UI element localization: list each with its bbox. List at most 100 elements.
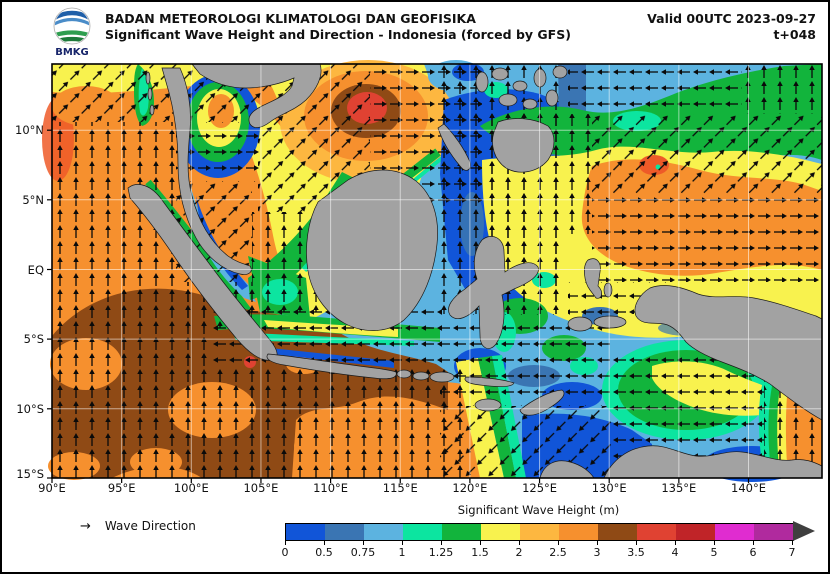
valid-time: Valid 00UTC 2023-09-27 bbox=[647, 11, 816, 26]
lon-tick-label: 100°E bbox=[173, 481, 209, 495]
lon-tick-label: 135°E bbox=[661, 481, 697, 495]
latitude-axis: 10°N 5°N EQ 5°S 10°S 15°S bbox=[2, 64, 48, 481]
lon-tick-label: 95°E bbox=[107, 481, 136, 495]
land-sumba bbox=[474, 398, 502, 412]
lat-tick-label: 10°N bbox=[15, 123, 44, 138]
lat-tick-label: 5°S bbox=[23, 332, 44, 347]
land-seram bbox=[593, 315, 627, 329]
product-title: Significant Wave Height and Direction - … bbox=[105, 27, 571, 42]
colorbar-tick-label: 7 bbox=[788, 546, 796, 559]
land-visayas bbox=[475, 65, 568, 110]
lon-tick-label: 90°E bbox=[38, 481, 66, 495]
colorbar-segment bbox=[598, 524, 637, 540]
colorbar-segment bbox=[715, 524, 754, 540]
land-palawan bbox=[437, 123, 471, 171]
colorbar-tick-label: 5 bbox=[710, 546, 718, 559]
forecast-step: t+048 bbox=[773, 27, 816, 42]
lat-tick-label: 5°N bbox=[22, 192, 44, 207]
colorbar-tick-label: 1.25 bbox=[428, 546, 454, 559]
lon-tick-label: 140°E bbox=[731, 481, 766, 495]
lat-tick-label: EQ bbox=[27, 262, 44, 277]
colorbar-tick-label: 0.75 bbox=[350, 546, 376, 559]
logo-text: BMKG bbox=[55, 47, 89, 58]
colorbar-tick bbox=[675, 541, 676, 545]
land-sumbawa bbox=[429, 371, 455, 383]
colorbar-tick-label: 4 bbox=[671, 546, 679, 559]
land-bali bbox=[396, 369, 412, 379]
map-frame bbox=[47, 63, 823, 483]
colorbar-segment bbox=[325, 524, 364, 540]
land-papua bbox=[634, 285, 823, 421]
land-halmahera bbox=[584, 258, 602, 299]
land-australia-kimberley bbox=[539, 460, 595, 479]
colorbar-segment bbox=[286, 524, 325, 540]
land-java bbox=[266, 353, 397, 380]
land-australia bbox=[603, 445, 823, 479]
valid-block: Valid 00UTC 2023-09-27 t+048 bbox=[647, 11, 816, 43]
colorbar-tick-labels: 0 0.5 0.75 1 1.25 1.5 2 2.5 3 3.5 4 5 6 7 bbox=[282, 541, 796, 561]
colorbar-segment bbox=[364, 524, 403, 540]
land-flores bbox=[464, 376, 515, 387]
arrow-layer bbox=[52, 64, 822, 478]
bmkg-logo: BMKG bbox=[53, 7, 91, 58]
colorbar-tick-label: 6 bbox=[749, 546, 757, 559]
colorbar-tick-label: 3.5 bbox=[627, 546, 645, 559]
land-mindanao bbox=[492, 118, 555, 173]
colorbar-tick bbox=[636, 541, 637, 545]
wave-direction-label: Wave Direction bbox=[104, 519, 196, 533]
colorbar-segment bbox=[520, 524, 559, 540]
colorbar-tick-label: 1.5 bbox=[471, 546, 489, 559]
grid-layer bbox=[52, 64, 822, 478]
colorbar-tick bbox=[753, 541, 754, 545]
lat-tick-label: 10°S bbox=[16, 401, 44, 416]
colorbar-tick bbox=[480, 541, 481, 545]
land-maluku-1 bbox=[603, 282, 613, 298]
lat-tick-label: 15°S bbox=[16, 467, 44, 481]
land-malay-peninsula bbox=[161, 67, 252, 275]
lon-tick-label: 105°E bbox=[243, 481, 279, 495]
title-block: BADAN METEOROLOGI KLIMATOLOGI DAN GEOFIS… bbox=[105, 11, 571, 43]
colorbar-title: Significant Wave Height (m) bbox=[457, 503, 620, 517]
lon-tick-label: 115°E bbox=[382, 481, 418, 495]
lon-tick-label: 125°E bbox=[522, 481, 558, 495]
colorbar-tick bbox=[285, 541, 286, 545]
colorbar-segment bbox=[637, 524, 676, 540]
agency-title: BADAN METEOROLOGI KLIMATOLOGI DAN GEOFIS… bbox=[105, 11, 476, 26]
colorbar-tick-label: 2 bbox=[515, 546, 523, 559]
colorbar-segment bbox=[676, 524, 715, 540]
land-sulawesi bbox=[448, 236, 539, 349]
colorbar-tick-label: 3 bbox=[593, 546, 601, 559]
colorbar-tick bbox=[714, 541, 715, 545]
longitude-axis: 90°E 95°E 100°E 105°E 110°E 115°E 120°E 125°E 13… bbox=[38, 481, 822, 497]
land-indochina bbox=[156, 63, 322, 128]
wave-direction-arrow-icon: → bbox=[80, 519, 91, 534]
wave-direction-legend: → Wave Direction bbox=[80, 519, 196, 534]
colorbar bbox=[285, 523, 794, 541]
land-lombok bbox=[412, 371, 430, 381]
colorbar-arrow-tip bbox=[793, 521, 815, 541]
colorbar-tick bbox=[402, 541, 403, 545]
colorbar-tick bbox=[324, 541, 325, 545]
colorbar-tick-label: 1 bbox=[398, 546, 406, 559]
land-layer bbox=[127, 63, 823, 479]
lon-tick-label: 110°E bbox=[313, 481, 349, 495]
land-sumatra bbox=[127, 184, 278, 361]
colorbar-tick bbox=[363, 541, 364, 545]
colorbar-tick-label: 0.5 bbox=[315, 546, 333, 559]
colorbar-segment bbox=[403, 524, 442, 540]
lon-tick-label: 130°E bbox=[591, 481, 627, 495]
colorbar-tick-label: 2.5 bbox=[549, 546, 567, 559]
colorbar-tick bbox=[597, 541, 598, 545]
colorbar-tick bbox=[519, 541, 520, 545]
colorbar-tick bbox=[441, 541, 442, 545]
colorbar-tick bbox=[792, 541, 793, 545]
wave-height-map bbox=[42, 60, 823, 483]
colorbar-segment bbox=[481, 524, 520, 540]
colorbar-segment bbox=[559, 524, 598, 540]
land-buru bbox=[567, 316, 593, 332]
land-borneo bbox=[306, 169, 438, 331]
land-andaman-islands bbox=[145, 71, 155, 116]
colorbar-segment bbox=[442, 524, 481, 540]
colorbar-segment bbox=[754, 524, 793, 540]
